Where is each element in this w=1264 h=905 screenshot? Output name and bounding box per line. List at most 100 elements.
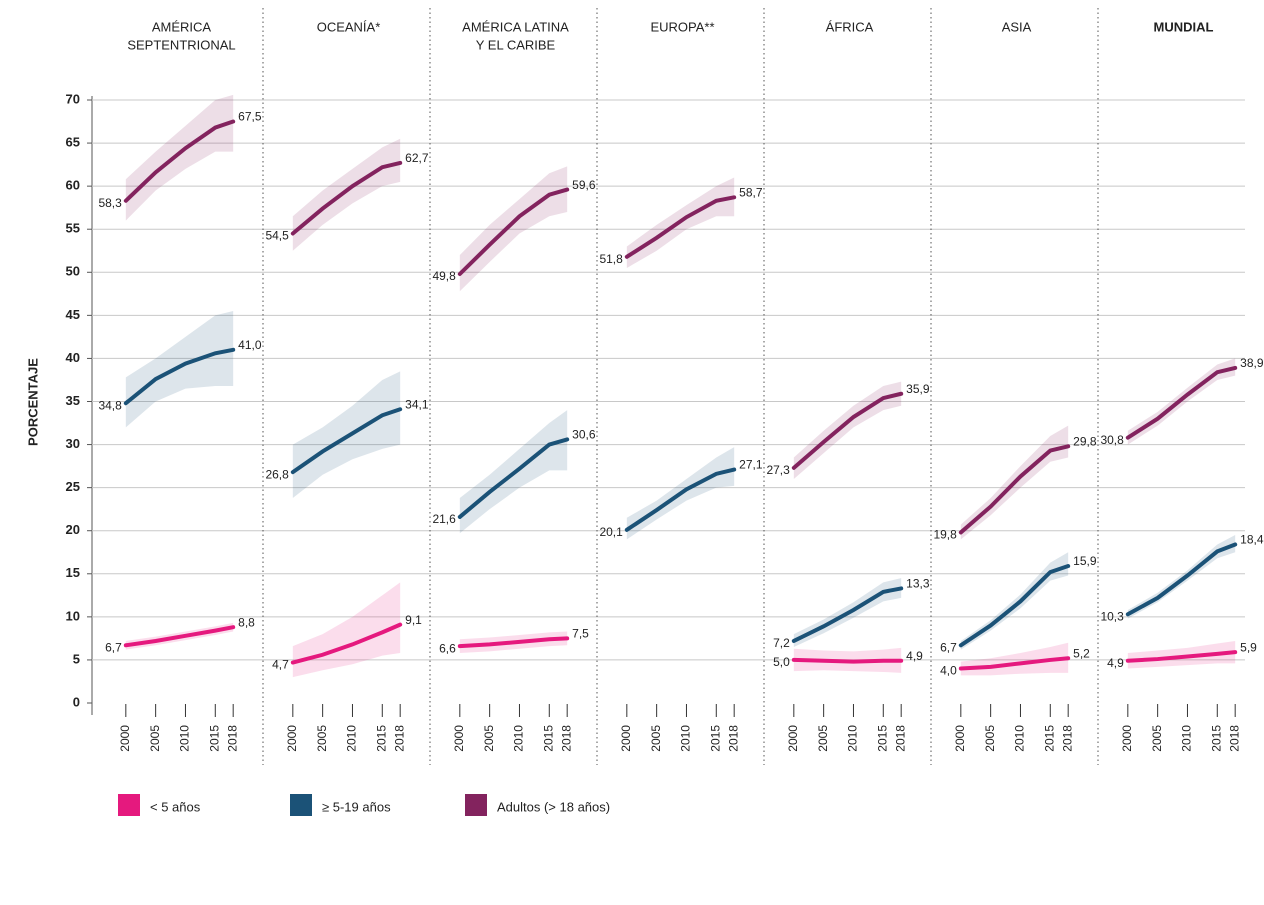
x-tick-label: 2015 — [1042, 725, 1056, 752]
x-tick-label: 2010 — [178, 725, 192, 752]
y-tick-label: 0 — [73, 694, 80, 709]
value-label: 9,1 — [405, 613, 422, 627]
series-line — [958, 656, 1071, 671]
value-label: 19,8 — [933, 528, 957, 542]
value-label: 4,7 — [272, 658, 289, 672]
x-tick-label: 2000 — [953, 725, 967, 752]
series-line — [457, 187, 570, 277]
value-label: 38,9 — [1240, 356, 1264, 370]
value-label: 35,9 — [906, 382, 930, 396]
value-label: 13,3 — [906, 577, 930, 591]
value-label: 8,8 — [238, 615, 255, 629]
value-label: 29,8 — [1073, 434, 1097, 448]
y-tick-label: 25 — [66, 479, 80, 494]
x-tick-label: 2018 — [559, 725, 573, 752]
x-tick-label: 2018 — [1060, 725, 1074, 752]
confidence-band — [292, 138, 401, 251]
value-label: 30,8 — [1100, 433, 1124, 447]
legend-label: < 5 años — [150, 799, 201, 814]
value-label: 10,3 — [1100, 609, 1124, 623]
y-tick-label: 5 — [73, 651, 80, 666]
x-tick-label: 2010 — [512, 725, 526, 752]
x-tick-label: 2015 — [374, 725, 388, 752]
x-tick-label: 2000 — [452, 725, 466, 752]
series-line — [958, 444, 1071, 535]
x-tick-label: 2010 — [1180, 725, 1194, 752]
series-line — [958, 564, 1071, 648]
panel-title: Y EL CARIBE — [476, 37, 556, 52]
value-label: 21,6 — [432, 512, 456, 526]
x-tick-label: 2000 — [1120, 725, 1134, 752]
legend-swatch — [465, 794, 487, 816]
x-tick-label: 2000 — [786, 725, 800, 752]
value-label: 62,7 — [405, 151, 429, 165]
panel-title: SEPTENTRIONAL — [127, 37, 235, 52]
y-tick-label: 35 — [66, 393, 80, 408]
y-tick-label: 65 — [66, 135, 80, 150]
x-tick-label: 2015 — [1209, 725, 1223, 752]
value-label: 4,9 — [1107, 656, 1124, 670]
series-line — [123, 347, 236, 406]
x-tick-label: 2010 — [1013, 725, 1027, 752]
y-tick-label: 60 — [66, 178, 80, 193]
value-label: 4,9 — [906, 649, 923, 663]
y-tick-label: 20 — [66, 522, 80, 537]
panel-title: OCEANÍA* — [317, 19, 381, 34]
panel-title: ÁFRICA — [826, 19, 874, 34]
x-tick-label: 2010 — [345, 725, 359, 752]
x-tick-label: 2000 — [619, 725, 633, 752]
series-line — [457, 437, 570, 519]
y-tick-label: 45 — [66, 307, 80, 322]
series-line — [624, 195, 737, 259]
y-tick-label: 40 — [66, 350, 80, 365]
x-tick-label: 2015 — [207, 725, 221, 752]
value-label: 6,7 — [105, 640, 122, 654]
legend-label: Adultos (> 18 años) — [497, 799, 610, 814]
value-label: 58,7 — [739, 186, 763, 200]
value-label: 5,0 — [773, 655, 790, 669]
x-tick-label: 2005 — [315, 725, 329, 752]
value-label: 5,9 — [1240, 640, 1257, 654]
confidence-band — [459, 166, 568, 292]
series-line — [1125, 650, 1238, 663]
x-tick-label: 2018 — [392, 725, 406, 752]
confidence-band — [292, 582, 401, 678]
value-label: 59,6 — [572, 178, 596, 192]
value-label: 27,3 — [766, 463, 790, 477]
value-label: 34,8 — [98, 398, 122, 412]
y-tick-label: 55 — [66, 221, 80, 236]
series-line — [791, 586, 904, 643]
series-line — [624, 467, 737, 532]
value-label: 41,0 — [238, 338, 262, 352]
value-label: 6,6 — [439, 641, 456, 655]
x-tick-label: 2005 — [649, 725, 663, 752]
series-line — [791, 657, 904, 664]
x-tick-label: 2018 — [726, 725, 740, 752]
series-line — [457, 636, 570, 649]
y-tick-label: 10 — [66, 608, 80, 623]
x-tick-label: 2000 — [285, 725, 299, 752]
series-line — [123, 119, 236, 203]
x-tick-label: 2015 — [541, 725, 555, 752]
value-label: 7,2 — [773, 636, 790, 650]
confidence-band — [1127, 640, 1236, 669]
value-label: 54,5 — [265, 229, 289, 243]
x-tick-label: 2018 — [225, 725, 239, 752]
y-tick-label: 70 — [66, 91, 80, 106]
value-label: 18,4 — [1240, 533, 1264, 547]
value-label: 51,8 — [599, 252, 623, 266]
x-tick-label: 2005 — [983, 725, 997, 752]
series-line — [290, 622, 403, 665]
value-label: 6,7 — [940, 640, 957, 654]
value-label: 7,5 — [572, 627, 589, 641]
value-label: 20,1 — [599, 525, 623, 539]
x-tick-label: 2005 — [816, 725, 830, 752]
series-line — [123, 625, 236, 648]
y-tick-label: 50 — [66, 264, 80, 279]
x-tick-label: 2005 — [482, 725, 496, 752]
panel-title: AMÉRICA LATINA — [462, 19, 569, 34]
legend-label: ≥ 5-19 años — [322, 799, 391, 814]
confidence-band — [125, 94, 234, 221]
x-tick-label: 2018 — [1227, 725, 1241, 752]
